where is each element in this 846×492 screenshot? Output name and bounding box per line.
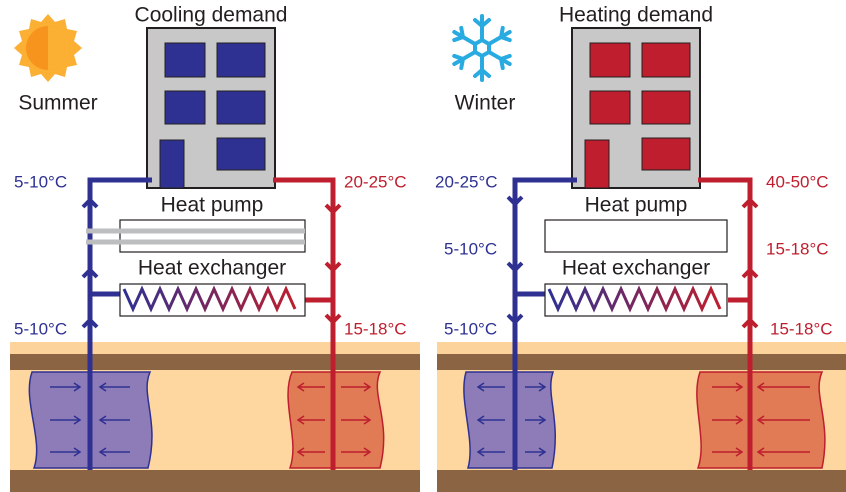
building — [571, 27, 701, 189]
building — [146, 27, 276, 189]
temperature: 15-18°C — [770, 319, 833, 338]
temperature: 5-10°C — [444, 319, 497, 338]
chevron — [506, 313, 524, 325]
arrow-head — [296, 447, 305, 457]
demand-label: Cooling demand — [135, 4, 288, 27]
arrow-head — [735, 447, 744, 457]
chevron — [324, 261, 342, 273]
chevron — [324, 203, 342, 215]
temperature: 5-10°C — [444, 239, 497, 258]
arrow-head — [73, 447, 82, 457]
chevron — [81, 267, 99, 279]
temperature: 15-18°C — [766, 239, 829, 258]
temperature: 15-18°C — [344, 319, 407, 338]
arrow-head — [73, 382, 82, 392]
arrow-head — [98, 415, 107, 425]
arrow-head — [476, 382, 485, 392]
chevron — [741, 197, 759, 209]
arrow-head — [363, 415, 372, 425]
arrow-head — [296, 415, 305, 425]
heat-exchanger-label: Heat exchanger — [562, 257, 710, 280]
heat-exchanger-label: Heat exchanger — [138, 257, 286, 280]
arrow-head — [756, 382, 765, 392]
arrow-head — [756, 447, 765, 457]
heat-pump-label: Heat pump — [585, 194, 688, 217]
chevron — [324, 313, 342, 325]
arrow-head — [476, 447, 485, 457]
demand-label: Heating demand — [559, 4, 713, 27]
chevron — [506, 261, 524, 273]
arrow-head — [98, 447, 107, 457]
arrow-head — [538, 447, 547, 457]
warm-borehole — [287, 371, 385, 469]
arrow-head — [538, 415, 547, 425]
season-label: Summer — [18, 92, 97, 115]
temperature: 20-25°C — [344, 172, 407, 191]
temperature: 40-50°C — [766, 172, 829, 191]
chevron — [741, 267, 759, 279]
arrow-head — [735, 382, 744, 392]
arrow-head — [73, 415, 82, 425]
pipes — [86, 177, 336, 470]
snowflake-icon — [448, 14, 516, 82]
heat-pump-label: Heat pump — [161, 194, 264, 217]
arrow-head — [363, 447, 372, 457]
arrow-head — [538, 382, 547, 392]
arrow-head — [363, 382, 372, 392]
arrow-head — [476, 415, 485, 425]
arrow-head — [756, 415, 765, 425]
season-label: Winter — [455, 92, 516, 115]
chevron — [81, 197, 99, 209]
cold-borehole — [463, 371, 556, 469]
temperature: 5-10°C — [14, 172, 67, 191]
temperature: 5-10°C — [14, 319, 67, 338]
flow-arrows — [50, 382, 810, 457]
arrow-head — [735, 415, 744, 425]
chevron — [506, 195, 524, 207]
arrow-head — [98, 382, 107, 392]
chevron — [81, 317, 99, 329]
temperature: 20-25°C — [435, 172, 498, 191]
sun-icon — [14, 14, 82, 82]
chevron — [741, 317, 759, 329]
pipe-arrows — [81, 195, 759, 329]
arrow-head — [296, 382, 305, 392]
